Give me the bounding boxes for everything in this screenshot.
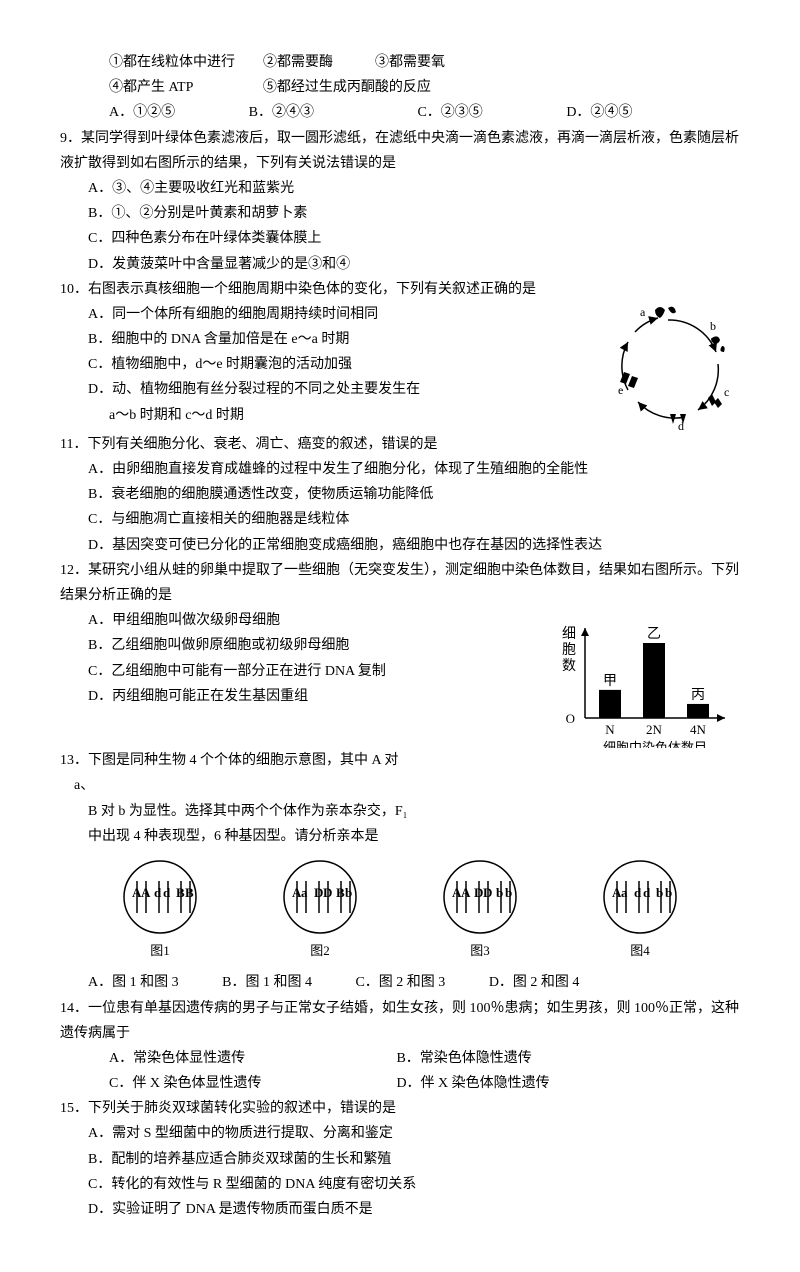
q10-stem: 10．右图表示真核细胞一个细胞周期中染色体的变化，下列有关叙述正确的是 xyxy=(60,277,740,302)
q8-options: A．①②⑤ B．②④③ C．②③⑤ D．②④⑤ xyxy=(60,100,740,125)
q13-opt-a: A．图 1 和图 3 xyxy=(88,970,179,995)
cell-label: 图2 xyxy=(265,939,375,962)
svg-text:a: a xyxy=(621,885,628,900)
q13-stem3: 中出现 4 种表现型，6 种基因型。请分析亲本是 xyxy=(60,824,740,849)
svg-text:甲: 甲 xyxy=(603,674,617,689)
q13-stem1b: a、 xyxy=(60,773,740,798)
cell-diagram-3: AADDbb图3 xyxy=(425,857,535,962)
q14-row2: C．伴 X 染色体显性遗传 D．伴 X 染色体隐性遗传 xyxy=(60,1071,740,1096)
svg-text:O: O xyxy=(566,711,575,726)
svg-text:d: d xyxy=(154,885,162,900)
q11-c: C．与细胞凋亡直接相关的细胞器是线粒体 xyxy=(60,507,740,532)
svg-text:N: N xyxy=(605,722,615,737)
cell-diagram-2: AaDDBb图2 xyxy=(265,857,375,962)
svg-text:A: A xyxy=(461,885,471,900)
q11-b: B．衰老细胞的细胞膜通透性改变，使物质运输功能降低 xyxy=(60,482,740,507)
cell-diagram-4: Aaddbb图4 xyxy=(585,857,695,962)
svg-text:B: B xyxy=(176,885,185,900)
q11-a: A．由卵细胞直接发育成雄蜂的过程中发生了细胞分化，体现了生殖细胞的全能性 xyxy=(60,457,740,482)
svg-text:数: 数 xyxy=(562,658,576,674)
svg-text:A: A xyxy=(141,885,151,900)
q11: 11．下列有关细胞分化、衰老、凋亡、癌变的叙述，错误的是 A．由卵细胞直接发育成… xyxy=(60,432,740,558)
q13-options: A．图 1 和图 3 B．图 1 和图 4 C．图 2 和图 3 D．图 2 和… xyxy=(60,970,740,995)
q14-opt-c: C．伴 X 染色体显性遗传 xyxy=(109,1071,393,1096)
svg-text:b: b xyxy=(656,885,663,900)
svg-text:b: b xyxy=(665,885,672,900)
svg-text:细: 细 xyxy=(562,626,576,642)
svg-text:a: a xyxy=(640,305,646,319)
q11-stem: 11．下列有关细胞分化、衰老、凋亡、癌变的叙述，错误的是 xyxy=(60,432,740,457)
svg-text:b: b xyxy=(710,319,716,333)
q14: 14．一位患有单基因遗传病的男子与正常女子结婚，如生女孩，则 100％患病；如生… xyxy=(60,996,740,1097)
q9-d: D．发黄菠菜叶中含量显著减少的是③和④ xyxy=(60,252,740,277)
q8-opt-a: A．①②⑤ xyxy=(109,100,175,125)
svg-text:D: D xyxy=(323,885,332,900)
q12-chart: 细胞数 O 甲 N 乙 2N 丙 4N 细胞中染色体数目 xyxy=(550,608,740,748)
cell-label: 图4 xyxy=(585,939,695,962)
q13-stem2: B 对 b 为显性。选择其中两个个体作为亲本杂交，F₁ xyxy=(60,799,740,824)
svg-text:D: D xyxy=(483,885,492,900)
svg-text:c: c xyxy=(724,385,729,399)
q8-opt-c: C．②③⑤ xyxy=(417,100,482,125)
q8-opt-d: D．②④⑤ xyxy=(566,100,632,125)
q14-opt-a: A．常染色体显性遗传 xyxy=(109,1046,393,1071)
svg-text:d: d xyxy=(634,885,642,900)
svg-text:2N: 2N xyxy=(646,722,663,737)
svg-text:胞: 胞 xyxy=(562,642,576,658)
q9-a: A．③、④主要吸收红光和蓝紫光 xyxy=(60,176,740,201)
svg-text:丙: 丙 xyxy=(691,688,705,703)
svg-text:D: D xyxy=(314,885,323,900)
q13-opt-d: D．图 2 和图 4 xyxy=(489,970,580,995)
q8-opt-b: B．②④③ xyxy=(249,100,314,125)
q15-d: D．实验证明了 DNA 是遗传物质而蛋白质不是 xyxy=(60,1197,740,1222)
q15-stem: 15．下列关于肺炎双球菌转化实验的叙述中，错误的是 xyxy=(60,1096,740,1121)
q12-stem: 12．某研究小组从蛙的卵巢中提取了一些细胞（无突变发生），测定细胞中染色体数目，… xyxy=(60,558,740,608)
q10-figure: a b c d e xyxy=(600,302,740,432)
q13: 13．下图是同种生物 4 个个体的细胞示意图，其中 A 对 a、 B 对 b 为… xyxy=(60,748,740,995)
bar-chart: 细胞数 O 甲 N 乙 2N 丙 4N 细胞中染色体数目 xyxy=(550,608,740,748)
svg-text:细胞中染色体数目: 细胞中染色体数目 xyxy=(603,740,707,748)
q14-opt-d: D．伴 X 染色体隐性遗传 xyxy=(396,1071,680,1096)
svg-text:b: b xyxy=(496,885,503,900)
q11-d: D．基因突变可使已分化的正常细胞变成癌细胞，癌细胞中也存在基因的选择性表达 xyxy=(60,533,740,558)
cell-cycle-diagram: a b c d e xyxy=(600,302,740,432)
q10: 10．右图表示真核细胞一个细胞周期中染色体的变化，下列有关叙述正确的是 a b … xyxy=(60,277,740,432)
q9: 9．某同学得到叶绿体色素滤液后，取一圆形滤纸，在滤纸中央滴一滴色素滤液，再滴一滴… xyxy=(60,126,740,277)
q14-opt-b: B．常染色体隐性遗传 xyxy=(396,1046,680,1071)
q8-sub-line1: ①都在线粒体中进行 ②都需要酶 ③都需要氧 xyxy=(60,50,740,75)
cell-diagram-1: AAddBB图1 xyxy=(105,857,215,962)
svg-text:B: B xyxy=(185,885,194,900)
q14-row1: A．常染色体显性遗传 B．常染色体隐性遗传 xyxy=(60,1046,740,1071)
q14-stem: 14．一位患有单基因遗传病的男子与正常女子结婚，如生女孩，则 100％患病；如生… xyxy=(60,996,740,1046)
svg-text:B: B xyxy=(336,885,345,900)
q15-c: C．转化的有效性与 R 型细菌的 DNA 纯度有密切关系 xyxy=(60,1172,740,1197)
svg-text:b: b xyxy=(345,885,352,900)
svg-text:乙: 乙 xyxy=(647,626,661,642)
q8-sub-line2: ④都产生 ATP ⑤都经过生成丙酮酸的反应 xyxy=(60,75,740,100)
svg-text:b: b xyxy=(505,885,512,900)
svg-text:4N: 4N xyxy=(690,722,707,737)
svg-text:a: a xyxy=(301,885,308,900)
q15-b: B．配制的培养基应适合肺炎双球菌的生长和繁殖 xyxy=(60,1147,740,1172)
q9-stem: 9．某同学得到叶绿体色素滤液后，取一圆形滤纸，在滤纸中央滴一滴色素滤液，再滴一滴… xyxy=(60,126,740,176)
q8-sub: ①都在线粒体中进行 ②都需要酶 ③都需要氧 ④都产生 ATP ⑤都经过生成丙酮酸… xyxy=(60,50,740,126)
svg-text:D: D xyxy=(474,885,483,900)
svg-text:d: d xyxy=(643,885,651,900)
q13-opt-c: C．图 2 和图 3 xyxy=(355,970,445,995)
q13-opt-b: B．图 1 和图 4 xyxy=(222,970,312,995)
q9-b: B．①、②分别是叶黄素和胡萝卜素 xyxy=(60,201,740,226)
svg-text:d: d xyxy=(163,885,171,900)
q9-c: C．四种色素分布在叶绿体类囊体膜上 xyxy=(60,226,740,251)
svg-text:e: e xyxy=(618,383,623,397)
q12: 12．某研究小组从蛙的卵巢中提取了一些细胞（无突变发生），测定细胞中染色体数目，… xyxy=(60,558,740,748)
q15-a: A．需对 S 型细菌中的物质进行提取、分离和鉴定 xyxy=(60,1121,740,1146)
q13-cells: AAddBB图1AaDDBb图2AADDbb图3Aaddbb图4 xyxy=(60,857,740,962)
cell-label: 图3 xyxy=(425,939,535,962)
cell-label: 图1 xyxy=(105,939,215,962)
q15: 15．下列关于肺炎双球菌转化实验的叙述中，错误的是 A．需对 S 型细菌中的物质… xyxy=(60,1096,740,1222)
q13-stem1: 13．下图是同种生物 4 个个体的细胞示意图，其中 A 对 xyxy=(60,748,740,773)
